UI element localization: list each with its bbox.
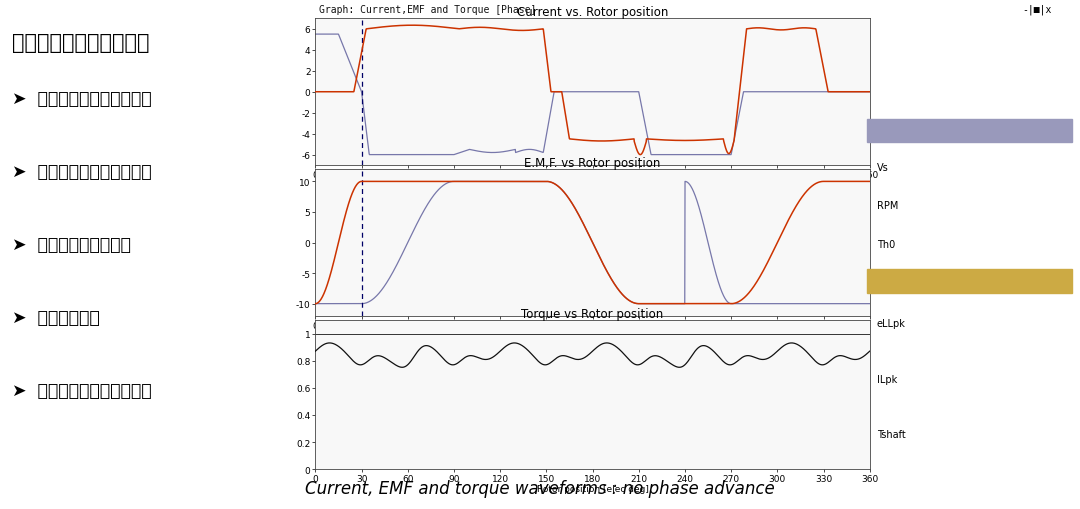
Text: ➤  电磁因素引起的转矩脉动: ➤ 电磁因素引起的转矩脉动 bbox=[12, 90, 152, 107]
Text: 0.0000: 0.0000 bbox=[957, 240, 990, 249]
FancyBboxPatch shape bbox=[953, 417, 1065, 455]
FancyBboxPatch shape bbox=[953, 193, 1065, 220]
Text: eLLpk: eLLpk bbox=[877, 318, 906, 328]
Text: 24.0682: 24.0682 bbox=[957, 318, 997, 328]
Text: 造成转矩脉动的原因有：: 造成转矩脉动的原因有： bbox=[12, 33, 150, 53]
X-axis label: Rotor position [elec deg]: Rotor position [elec deg] bbox=[537, 331, 648, 341]
Text: Th0: Th0 bbox=[877, 240, 895, 249]
Text: ➤  电枢反应影响: ➤ 电枢反应影响 bbox=[12, 308, 100, 326]
FancyBboxPatch shape bbox=[953, 232, 1065, 259]
Text: TED - Phase Advance: TED - Phase Advance bbox=[875, 127, 970, 136]
Text: ➤  机械工艺引起的转矩脉动: ➤ 机械工艺引起的转矩脉动 bbox=[12, 381, 152, 400]
Text: -|■|x: -|■|x bbox=[1023, 5, 1052, 15]
FancyBboxPatch shape bbox=[866, 270, 1071, 294]
Text: ➤  齿槽引起的转矩脉动: ➤ 齿槽引起的转矩脉动 bbox=[12, 235, 131, 253]
Text: Graph: Current,EMF and Torque [Phase]: Graph: Current,EMF and Torque [Phase] bbox=[319, 5, 537, 15]
Text: Tshaft: Tshaft bbox=[877, 430, 906, 439]
Text: x: x bbox=[1058, 277, 1064, 286]
Text: ILpk: ILpk bbox=[877, 374, 897, 384]
Title: Torque vs Rotor position: Torque vs Rotor position bbox=[522, 307, 664, 320]
X-axis label: Rotor position [elec deg]: Rotor position [elec deg] bbox=[537, 181, 648, 190]
Text: OP - Phase Advance: OP - Phase Advance bbox=[875, 277, 964, 286]
Text: x: x bbox=[1058, 127, 1064, 136]
Text: ➤  电流换向引起的转矩脉动: ➤ 电流换向引起的转矩脉动 bbox=[12, 162, 152, 180]
FancyBboxPatch shape bbox=[866, 120, 1071, 143]
FancyBboxPatch shape bbox=[953, 305, 1065, 343]
Text: 0.8538: 0.8538 bbox=[957, 430, 990, 439]
Text: RPM: RPM bbox=[877, 201, 899, 211]
Text: 7.0733: 7.0733 bbox=[957, 374, 990, 384]
Text: 24.0000: 24.0000 bbox=[957, 162, 997, 173]
Text: Vs: Vs bbox=[877, 162, 889, 173]
Title: E.M.F. vs Rotor position: E.M.F. vs Rotor position bbox=[525, 157, 661, 170]
X-axis label: Rotor position [elec deg]: Rotor position [elec deg] bbox=[537, 485, 648, 494]
Title: Current vs. Rotor position: Current vs. Rotor position bbox=[517, 7, 669, 19]
Text: Current, EMF and torque waveforms : no phase advance: Current, EMF and torque waveforms : no p… bbox=[306, 479, 774, 497]
FancyBboxPatch shape bbox=[953, 361, 1065, 399]
Text: 1300.0000: 1300.0000 bbox=[957, 201, 1009, 211]
FancyBboxPatch shape bbox=[953, 155, 1065, 182]
